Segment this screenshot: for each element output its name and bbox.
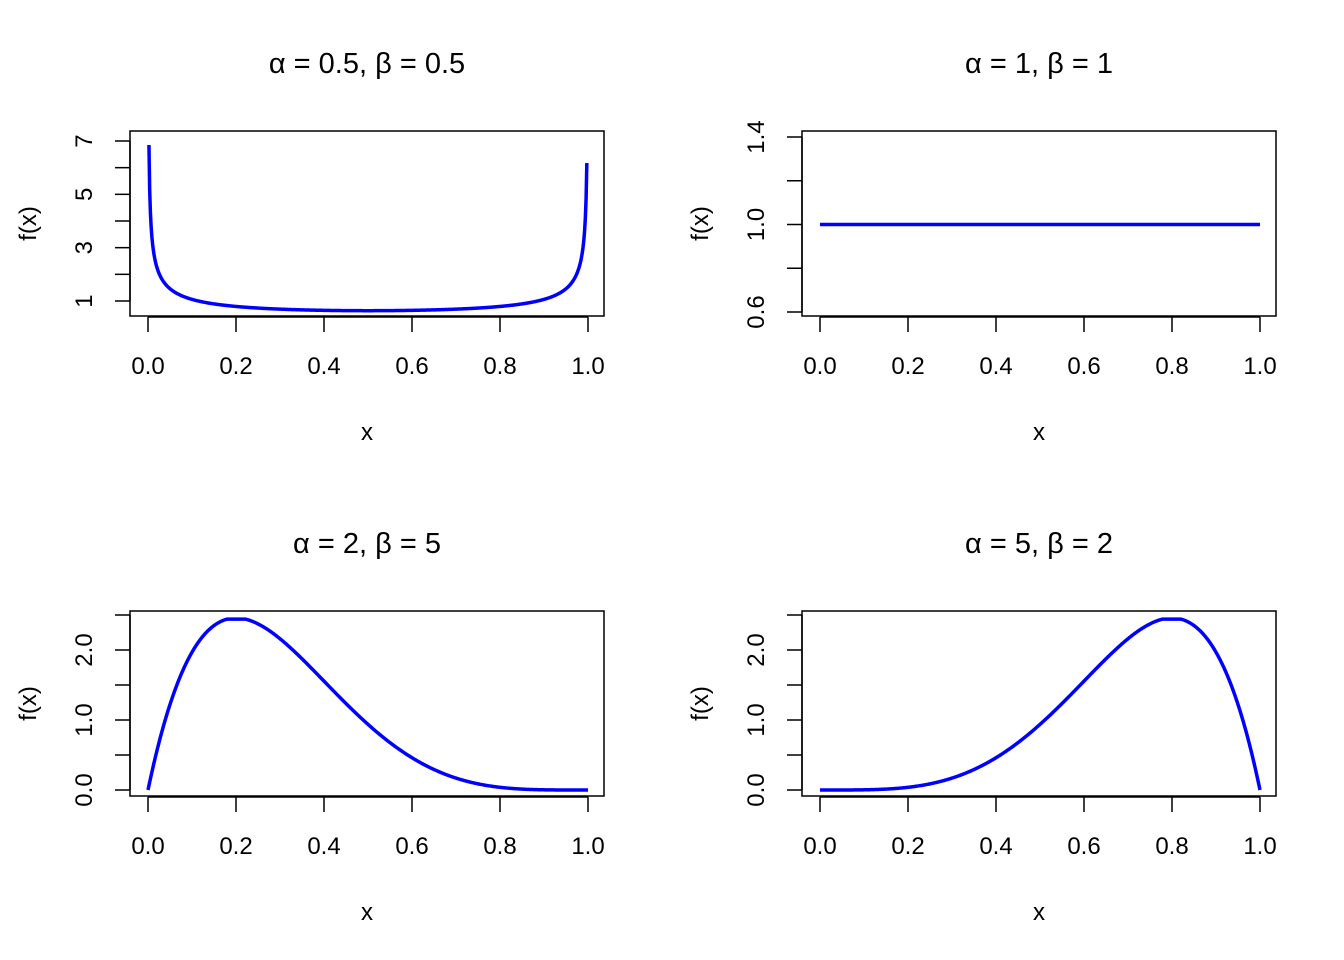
y-axis: 0.6 1.0 1.4 xyxy=(743,120,803,329)
x-tick-label: 0.6 xyxy=(1067,833,1100,860)
panel-alpha-2-beta-5: α = 2, β = 5 0.0 0.2 0.4 0.6 0.8 1.0 0.0 1.0 2.… xyxy=(15,528,605,926)
y-tick-label: 3 xyxy=(71,241,98,254)
density-curve xyxy=(147,144,589,313)
x-tick-label: 0.2 xyxy=(219,833,252,860)
x-tick-label: 0.8 xyxy=(1155,353,1188,380)
x-tick-label: 0.6 xyxy=(395,833,428,860)
panel-title: α = 2, β = 5 xyxy=(293,528,441,560)
y-axis-label: f(x) xyxy=(687,686,714,721)
x-axis: 0.0 0.2 0.4 0.6 0.8 1.0 xyxy=(803,316,1277,380)
y-tick-label: 1.0 xyxy=(71,703,98,736)
x-tick-label: 0.0 xyxy=(131,833,164,860)
x-axis-label: x xyxy=(1033,419,1045,446)
panel-alpha-1-beta-1: α = 1, β = 1 0.0 0.2 0.4 0.6 0.8 1.0 0.6 1.0 1.… xyxy=(687,48,1277,446)
y-tick-label: 1.4 xyxy=(743,120,770,153)
x-tick-label: 1.0 xyxy=(571,833,604,860)
x-tick-label: 0.4 xyxy=(979,353,1012,380)
x-tick-label: 0.6 xyxy=(1067,353,1100,380)
x-tick-label: 0.8 xyxy=(483,833,516,860)
x-tick-label: 0.0 xyxy=(803,353,836,380)
x-axis: 0.0 0.2 0.4 0.6 0.8 1.0 xyxy=(131,796,605,860)
y-tick-label: 1 xyxy=(71,294,98,307)
x-tick-label: 0.8 xyxy=(1155,833,1188,860)
y-axis-label: f(x) xyxy=(687,206,714,241)
panel-title: α = 1, β = 1 xyxy=(965,48,1113,80)
x-tick-label: 0.4 xyxy=(307,833,340,860)
y-tick-label: 0.6 xyxy=(743,295,770,328)
density-curve xyxy=(820,617,1262,792)
x-tick-label: 0.4 xyxy=(979,833,1012,860)
panel-alpha-5-beta-2: α = 5, β = 2 0.0 0.2 0.4 0.6 0.8 1.0 0.0 1.0 2.… xyxy=(687,528,1277,926)
x-tick-label: 0.2 xyxy=(219,353,252,380)
x-tick-label: 1.0 xyxy=(1243,833,1276,860)
density-curve xyxy=(146,617,588,792)
y-axis-label: f(x) xyxy=(15,206,42,241)
x-tick-label: 0.6 xyxy=(395,353,428,380)
x-tick-label: 1.0 xyxy=(1243,353,1276,380)
y-axis-label: f(x) xyxy=(15,686,42,721)
x-axis-label: x xyxy=(1033,899,1045,926)
x-tick-label: 0.2 xyxy=(891,833,924,860)
x-axis: 0.0 0.2 0.4 0.6 0.8 1.0 xyxy=(131,316,605,380)
panel-title: α = 5, β = 2 xyxy=(965,528,1113,560)
y-tick-label: 5 xyxy=(71,188,98,201)
x-tick-label: 1.0 xyxy=(571,353,604,380)
y-axis: 0.0 1.0 2.0 xyxy=(743,614,803,807)
y-tick-label: 7 xyxy=(71,134,98,147)
x-tick-label: 0.0 xyxy=(803,833,836,860)
x-tick-label: 0.8 xyxy=(483,353,516,380)
y-tick-label: 0.0 xyxy=(743,773,770,806)
x-axis: 0.0 0.2 0.4 0.6 0.8 1.0 xyxy=(803,796,1277,860)
x-tick-label: 0.4 xyxy=(307,353,340,380)
y-tick-label: 1.0 xyxy=(743,703,770,736)
y-axis: 0.0 1.0 2.0 xyxy=(71,614,131,807)
y-tick-label: 1.0 xyxy=(743,208,770,241)
panel-title: α = 0.5, β = 0.5 xyxy=(269,48,465,80)
panel-alpha-0.5-beta-0.5: α = 0.5, β = 0.5 0.0 0.2 0.4 0.6 0.8 1.0 1 3 5 7… xyxy=(15,48,605,446)
x-axis-label: x xyxy=(361,419,373,446)
x-axis-label: x xyxy=(361,899,373,926)
y-tick-label: 2.0 xyxy=(743,633,770,666)
x-tick-label: 0.2 xyxy=(891,353,924,380)
y-axis: 1 3 5 7 xyxy=(71,134,131,308)
y-tick-label: 0.0 xyxy=(71,773,98,806)
y-tick-label: 2.0 xyxy=(71,633,98,666)
x-tick-label: 0.0 xyxy=(131,353,164,380)
